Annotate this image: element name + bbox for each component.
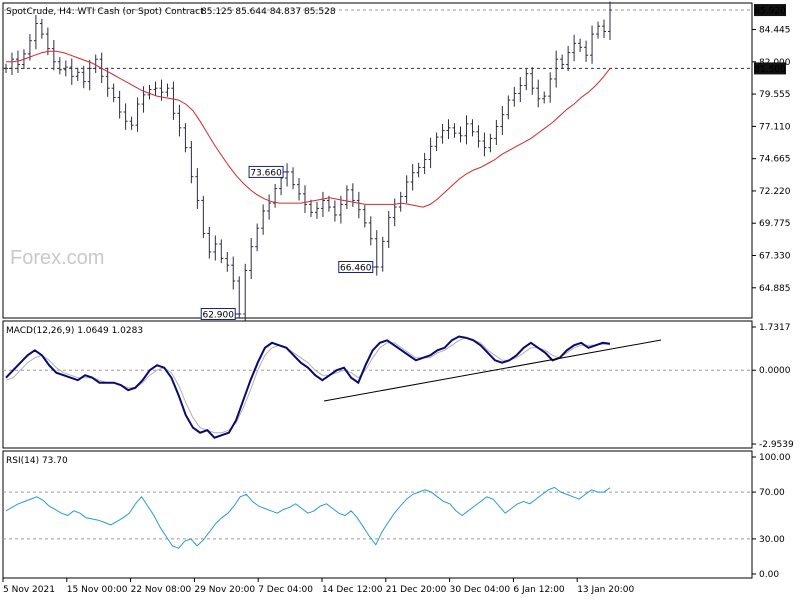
rsi-line — [5, 486, 611, 549]
annotation-label-1: 66.460 — [340, 263, 372, 273]
price-badge-box — [754, 4, 786, 17]
price-axis-label-7: 67.330 — [759, 252, 791, 262]
x-axis-label-5: 14 Dec 12:00 — [322, 585, 383, 595]
rsi-axis-label-3: 0.00 — [759, 570, 779, 580]
macd-axis-label-0: 1.7317 — [759, 323, 791, 333]
price-axis-label-6: 69.775 — [759, 219, 791, 229]
macd-support-trendline[interactable] — [323, 339, 662, 402]
macd-axis-label-2: -2.9539 — [759, 440, 794, 450]
price-axis-label-0: 84.445 — [759, 26, 791, 36]
macd-panel-frame — [2, 320, 753, 449]
rsi-axis-label-2: 30.00 — [759, 535, 785, 545]
price-badge-box — [754, 62, 786, 75]
price-axis-label-8: 64.885 — [759, 284, 791, 294]
annotation-box[interactable] — [248, 165, 284, 178]
rsi-title: RSI(14) 73.70 — [6, 456, 68, 466]
x-axis-label-3: 29 Nov 20:00 — [194, 585, 255, 595]
moving-average-line — [6, 50, 611, 208]
rsi-panel-frame — [2, 450, 753, 579]
current-price-badge: 85.920 — [754, 7, 786, 17]
rsi-axis-label-1: 70.00 — [759, 488, 785, 498]
chart-header-ohlc: 85.125 85.644 84.837 85.528 — [201, 7, 336, 17]
x-axis-label-9: 13 Jan 20:00 — [577, 585, 634, 595]
rsi-axis-label-0: 100.00 — [759, 453, 791, 463]
x-axis-label-0: 5 Nov 2021 — [3, 585, 55, 595]
annotation-label-2: 62.900 — [202, 311, 234, 321]
annotation-box[interactable] — [200, 308, 236, 320]
macd-main-line — [5, 335, 611, 439]
x-axis-label-8: 6 Jan 12:00 — [513, 585, 565, 595]
x-axis-label-2: 22 Nov 08:00 — [131, 585, 192, 595]
price-axis-label-5: 72.220 — [759, 187, 791, 197]
chart-header-symbol: SpotCrude, H4: WTI Cash (or Spot) Contra… — [6, 7, 204, 17]
macd-title: MACD(12,26,9) 1.0649 1.0283 — [6, 326, 143, 336]
level-price-badge: 81.500 — [754, 65, 786, 75]
x-axis-label-1: 15 Nov 00:00 — [67, 585, 128, 595]
price-axis-label-4: 74.665 — [759, 155, 791, 165]
price-axis-label-2: 79.555 — [759, 90, 791, 100]
x-axis-label-6: 21 Dec 20:00 — [386, 585, 447, 595]
annotation-label-0: 73.660 — [250, 168, 282, 178]
price-panel-frame — [2, 2, 753, 319]
x-axis-label-4: 7 Dec 04:00 — [258, 585, 313, 595]
x-axis-label-7: 30 Dec 04:00 — [450, 585, 511, 595]
macd-axis-label-1: 0.0000 — [759, 366, 791, 376]
price-axis-label-3: 77.110 — [759, 122, 791, 132]
annotation-box[interactable] — [338, 260, 374, 273]
watermark: Forex.com — [10, 247, 104, 269]
